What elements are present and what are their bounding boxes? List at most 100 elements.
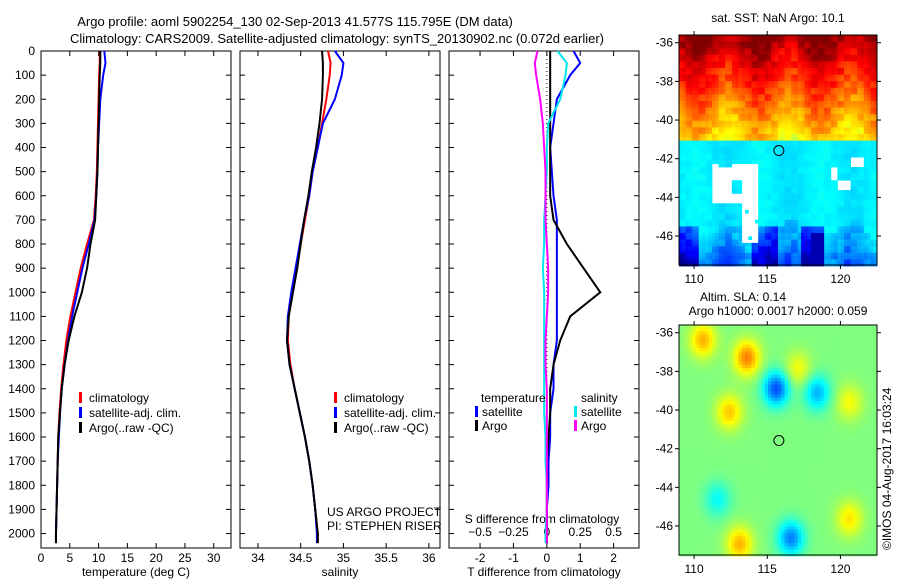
map-cell — [689, 549, 693, 553]
map-cell — [748, 55, 752, 59]
map-cell — [844, 48, 848, 52]
map-cell — [814, 118, 818, 122]
map-cell — [778, 38, 782, 42]
map-cell — [765, 52, 769, 56]
map-cell — [791, 137, 795, 141]
map-cell — [709, 335, 713, 339]
map-cell — [752, 111, 756, 115]
map-cell — [837, 52, 841, 56]
map-cell — [824, 151, 828, 155]
map-cell — [821, 160, 825, 164]
map-cell — [768, 246, 772, 250]
map-cell — [791, 147, 795, 151]
map-cell — [679, 361, 683, 365]
legend-swatch — [574, 420, 577, 431]
map-cell — [679, 431, 683, 435]
map-cell — [699, 325, 703, 329]
map-cell — [864, 104, 868, 108]
map-cell — [742, 157, 746, 161]
map-cell — [679, 457, 683, 461]
map-cell — [732, 141, 736, 145]
map-cell — [864, 207, 868, 211]
map-cell — [748, 154, 752, 158]
map-cell — [709, 447, 713, 451]
map-cell — [851, 104, 855, 108]
map-cell — [801, 144, 805, 148]
map-cell — [814, 174, 818, 178]
map-cell — [864, 55, 868, 59]
map-cell — [705, 361, 709, 365]
map-cell — [732, 78, 736, 82]
map-cell — [821, 131, 825, 135]
map-cell — [847, 134, 851, 138]
map-cell — [814, 170, 818, 174]
map-cell — [781, 111, 785, 115]
map-cell — [709, 177, 713, 181]
map-cell — [686, 490, 690, 494]
map-cell — [748, 137, 752, 141]
map-cell — [867, 190, 871, 194]
map-cell — [801, 217, 805, 221]
map-cell — [814, 177, 818, 181]
map-cell — [715, 253, 719, 257]
map-cell — [712, 332, 716, 336]
map-cell — [719, 131, 723, 135]
map-cell — [867, 187, 871, 191]
map-cell — [692, 345, 696, 349]
map-cell — [762, 111, 766, 115]
map-cell — [722, 243, 726, 247]
map-cell — [781, 217, 785, 221]
map-cell — [867, 65, 871, 69]
map-cell — [847, 193, 851, 197]
map-cell — [742, 259, 746, 263]
map-cell — [722, 124, 726, 128]
map-cell — [679, 414, 683, 418]
map-cell — [705, 381, 709, 385]
map-cell — [755, 147, 759, 151]
map-cell — [719, 141, 723, 145]
map-cell — [682, 540, 686, 544]
map-cell — [702, 480, 706, 484]
map-cell — [682, 408, 686, 412]
map-cell — [841, 141, 845, 145]
map-cell — [795, 210, 799, 214]
map-cell — [732, 187, 736, 191]
map-cell — [791, 230, 795, 234]
legend-swatch — [475, 406, 478, 417]
map-cell — [696, 516, 700, 520]
map-cell — [791, 256, 795, 260]
map-cell — [709, 65, 713, 69]
map-cell — [847, 197, 851, 201]
map-cell — [834, 243, 838, 247]
map-cell — [715, 210, 719, 214]
map-cell — [775, 164, 779, 168]
map-cell — [785, 177, 789, 181]
map-cell — [699, 184, 703, 188]
map-cell — [682, 328, 686, 332]
map-cell — [682, 431, 686, 435]
map-cell — [851, 174, 855, 178]
map-cell — [808, 68, 812, 72]
map-cell — [712, 493, 716, 497]
map-cell — [785, 187, 789, 191]
map-cell — [679, 147, 683, 151]
map-cell — [696, 503, 700, 507]
map-cell — [722, 226, 726, 230]
map-cell — [682, 217, 686, 221]
map-cell — [705, 210, 709, 214]
map-cell — [804, 104, 808, 108]
map-cell — [864, 134, 868, 138]
map-cell — [771, 236, 775, 240]
map-cell — [732, 45, 736, 49]
map-cell — [857, 131, 861, 135]
map-cell — [742, 91, 746, 95]
map-cell — [844, 101, 848, 105]
map-cell — [679, 75, 683, 79]
map-cell — [837, 174, 841, 178]
map-cell — [801, 91, 805, 95]
map-cell — [722, 157, 726, 161]
map-cell — [762, 38, 766, 42]
map-cell — [679, 549, 683, 553]
map-cell — [765, 98, 769, 102]
map-cell — [699, 177, 703, 181]
